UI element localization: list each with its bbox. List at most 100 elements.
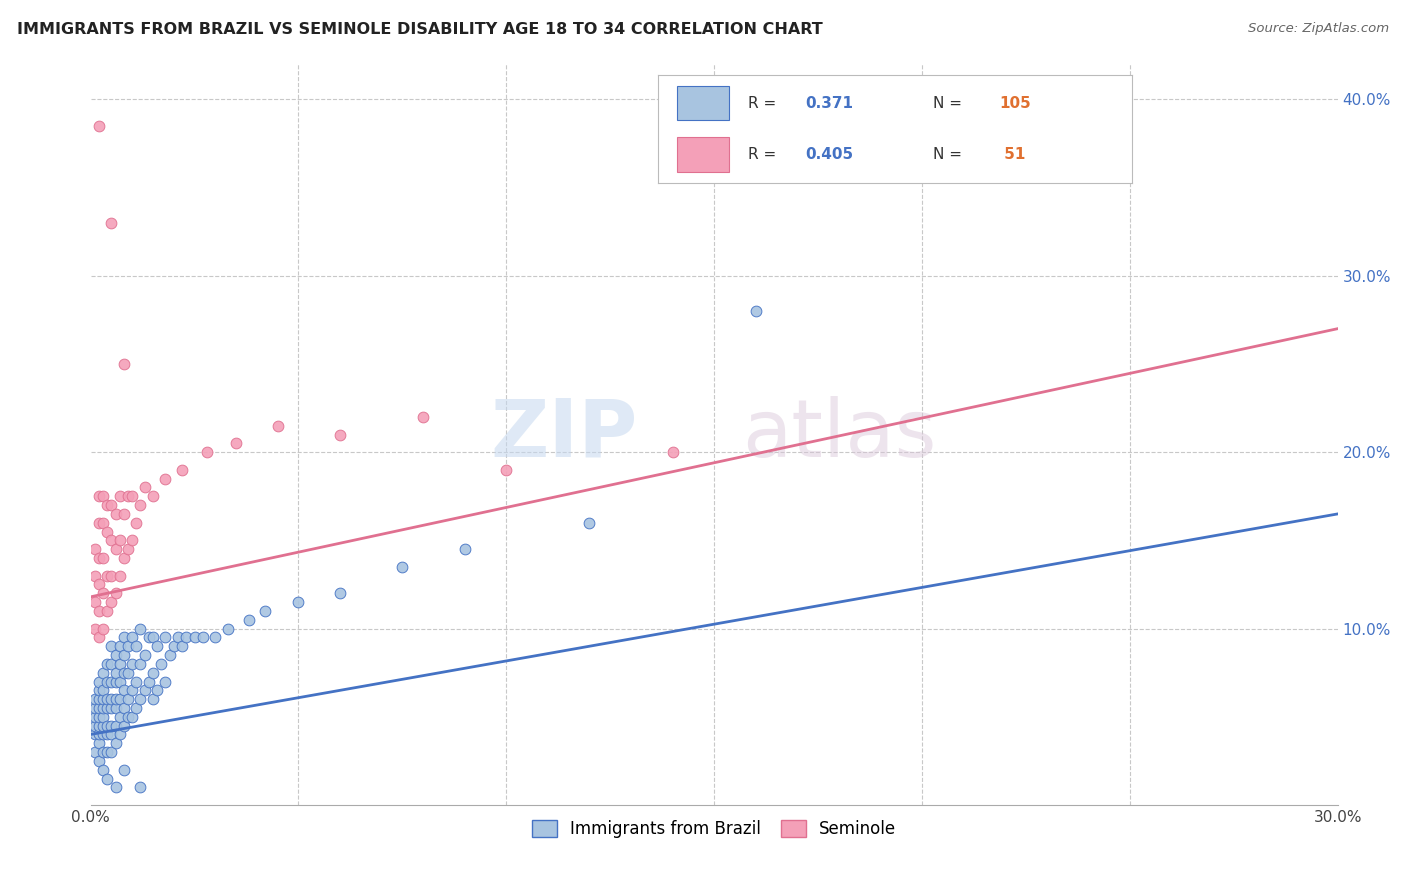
Point	[87, 516, 110, 530]
Point	[104, 542, 127, 557]
Point	[100, 639, 122, 653]
Point	[104, 780, 127, 795]
Point	[112, 551, 135, 566]
Point	[254, 604, 277, 618]
Point	[91, 701, 114, 715]
Point	[87, 604, 110, 618]
Point	[138, 631, 160, 645]
Point	[142, 692, 165, 706]
Point	[329, 427, 352, 442]
Point	[87, 736, 110, 750]
Point	[108, 692, 131, 706]
Point	[104, 674, 127, 689]
Point	[121, 710, 143, 724]
Point	[108, 674, 131, 689]
Point	[495, 463, 517, 477]
Point	[104, 507, 127, 521]
Point	[83, 692, 105, 706]
Point	[96, 772, 118, 786]
Point	[100, 533, 122, 548]
Point	[96, 745, 118, 759]
Point	[112, 683, 135, 698]
Point	[91, 692, 114, 706]
Point	[287, 595, 309, 609]
Point	[134, 648, 156, 662]
Point	[104, 736, 127, 750]
Point	[91, 586, 114, 600]
Point	[83, 701, 105, 715]
Point	[108, 710, 131, 724]
Point	[578, 516, 600, 530]
Point	[87, 674, 110, 689]
Point	[96, 727, 118, 741]
Point	[104, 665, 127, 680]
Point	[112, 718, 135, 732]
Point	[108, 727, 131, 741]
Point	[96, 524, 118, 539]
Point	[96, 674, 118, 689]
Point	[87, 631, 110, 645]
Point	[146, 683, 169, 698]
Point	[108, 639, 131, 653]
Point	[129, 780, 152, 795]
Point	[125, 701, 148, 715]
Point	[129, 657, 152, 671]
Point	[87, 727, 110, 741]
Point	[100, 595, 122, 609]
Text: Source: ZipAtlas.com: Source: ZipAtlas.com	[1249, 22, 1389, 36]
Point	[117, 710, 139, 724]
Point	[83, 727, 105, 741]
Point	[100, 216, 122, 230]
Point	[83, 745, 105, 759]
Point	[121, 533, 143, 548]
Point	[108, 657, 131, 671]
Point	[170, 639, 193, 653]
Point	[87, 754, 110, 768]
Point	[142, 631, 165, 645]
Text: atlas: atlas	[741, 395, 936, 474]
Point	[91, 727, 114, 741]
Point	[100, 745, 122, 759]
Point	[100, 692, 122, 706]
Point	[117, 489, 139, 503]
Point	[91, 683, 114, 698]
Point	[108, 568, 131, 582]
Point	[87, 119, 110, 133]
Point	[146, 639, 169, 653]
Point	[238, 613, 260, 627]
Point	[87, 701, 110, 715]
Point	[100, 718, 122, 732]
Point	[112, 507, 135, 521]
Point	[91, 622, 114, 636]
Text: IMMIGRANTS FROM BRAZIL VS SEMINOLE DISABILITY AGE 18 TO 34 CORRELATION CHART: IMMIGRANTS FROM BRAZIL VS SEMINOLE DISAB…	[17, 22, 823, 37]
Point	[125, 516, 148, 530]
Point	[167, 631, 190, 645]
Point	[87, 710, 110, 724]
Point	[96, 604, 118, 618]
Point	[138, 674, 160, 689]
Point	[744, 304, 766, 318]
Point	[112, 357, 135, 371]
Point	[121, 489, 143, 503]
Point	[104, 692, 127, 706]
Point	[96, 498, 118, 512]
Point	[266, 418, 288, 433]
Point	[112, 648, 135, 662]
Point	[87, 489, 110, 503]
Point	[112, 665, 135, 680]
Point	[117, 542, 139, 557]
Point	[454, 542, 477, 557]
Point	[412, 409, 434, 424]
Point	[108, 533, 131, 548]
Point	[121, 683, 143, 698]
Point	[661, 445, 683, 459]
Point	[100, 701, 122, 715]
Point	[155, 472, 177, 486]
Point	[225, 436, 247, 450]
Point	[104, 718, 127, 732]
Text: ZIP: ZIP	[491, 395, 638, 474]
Point	[121, 657, 143, 671]
Point	[142, 665, 165, 680]
Point	[204, 631, 226, 645]
Point	[91, 718, 114, 732]
